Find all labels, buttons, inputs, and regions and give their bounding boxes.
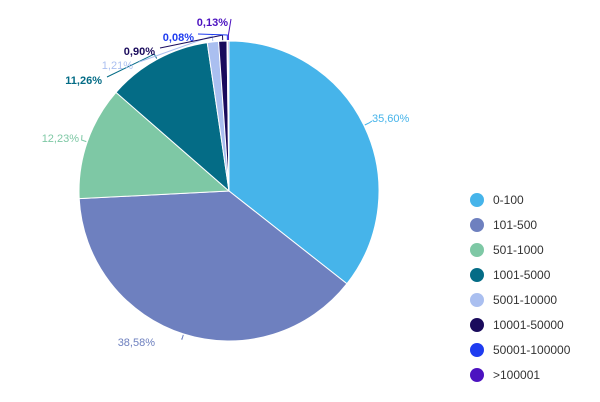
data-label-5: 1,21% — [102, 60, 133, 72]
pie-slice-1[interactable] — [228, 40, 380, 285]
legend-label: 1001-5000 — [493, 267, 551, 282]
leader-line-5 — [138, 35, 214, 63]
legend-swatch — [470, 242, 484, 257]
legend-item-6[interactable]: 10001-50000 — [470, 312, 570, 337]
legend-label: 10001-50000 — [493, 317, 564, 332]
legend-swatch — [470, 367, 484, 382]
legend-item-7[interactable]: 50001-100000 — [470, 337, 570, 362]
pie-slice-8[interactable] — [227, 40, 230, 192]
leader-line-8 — [227, 18, 232, 40]
pie-slice-2[interactable] — [78, 190, 348, 342]
data-label-7: 0,08% — [163, 32, 194, 44]
pie-slice-4[interactable] — [115, 42, 230, 193]
legend-item-2[interactable]: 101-500 — [470, 212, 570, 237]
pie-slices — [78, 40, 380, 342]
legend-item-5[interactable]: 5001-10000 — [470, 287, 570, 312]
legend-swatch — [470, 192, 484, 207]
legend-label: 501-1000 — [493, 242, 544, 257]
legend: 0-100 101-500 501-1000 1001-5000 5001-10000 1… — [470, 187, 570, 387]
legend-label: 101-500 — [493, 217, 538, 232]
legend-item-1[interactable]: 0-100 — [470, 187, 570, 212]
data-label-8: 0,13% — [197, 17, 228, 29]
legend-item-8[interactable]: >100001 — [470, 362, 570, 387]
legend-label: 50001-100000 — [493, 342, 571, 357]
legend-swatch — [470, 317, 484, 332]
legend-swatch — [470, 292, 484, 307]
data-labels: 35,60% 38,58% 12,23% 11,26%1,21% 0,90% 0,08%0… — [42, 17, 410, 349]
legend-swatch — [470, 217, 484, 232]
leader-line-3 — [81, 134, 87, 143]
data-label-1: 35,60% — [372, 113, 410, 125]
legend-swatch — [470, 342, 484, 357]
legend-item-3[interactable]: 501-1000 — [470, 237, 570, 262]
leader-lines — [81, 18, 373, 340]
leader-line-7 — [197, 33, 228, 41]
legend-swatch — [470, 267, 484, 282]
data-label-2: 38,58% — [118, 337, 156, 349]
leader-line-4 — [106, 53, 158, 78]
legend-label: 0-100 — [493, 192, 524, 207]
leader-line-1 — [364, 120, 373, 126]
pie-slice-3[interactable] — [78, 91, 231, 200]
data-label-4: 11,26% — [65, 75, 102, 87]
legend-label: 5001-10000 — [493, 292, 558, 307]
leader-line-2 — [181, 334, 184, 340]
legend-item-4[interactable]: 1001-5000 — [470, 262, 570, 287]
data-label-3: 12,23% — [42, 133, 80, 145]
legend-label: >100001 — [493, 367, 541, 382]
data-label-6: 0,90% — [124, 46, 155, 58]
